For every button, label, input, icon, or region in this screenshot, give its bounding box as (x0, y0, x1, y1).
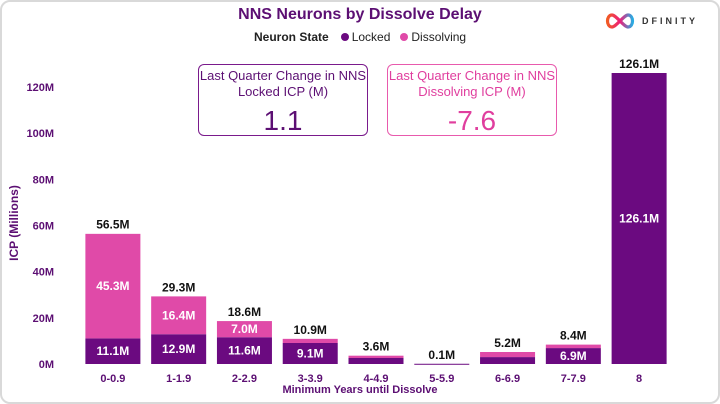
segment-label: 11.6M (228, 344, 261, 358)
y-tick-label: 20M (33, 313, 54, 325)
bar-locked (216, 337, 272, 364)
legend-label-dissolving: Dissolving (411, 30, 467, 44)
legend-item-dissolving[interactable]: Dissolving (400, 30, 466, 44)
x-tick-label: 5-5.9 (429, 373, 454, 385)
total-label: 56.5M (96, 218, 129, 232)
bar-locked (414, 363, 470, 365)
segment-label: 45.3M (96, 279, 129, 293)
x-tick-label: 2-2.9 (232, 373, 257, 385)
segment-label: 16.4M (162, 308, 195, 322)
bar-dissolving (545, 344, 601, 349)
y-tick-label: 80M (33, 174, 54, 186)
bar-dissolving (85, 233, 141, 339)
bar-locked (480, 357, 536, 364)
bar-dissolving (216, 321, 272, 338)
kpi-card-dissolving: Last Quarter Change in NNS Dissolving IC… (387, 64, 557, 136)
total-label: 0.1M (428, 348, 455, 362)
total-label: 3.6M (363, 340, 390, 354)
bar-locked (151, 334, 207, 364)
total-label: 5.2M (494, 336, 521, 350)
total-label: 8.4M (560, 329, 587, 343)
bar-locked (282, 343, 338, 364)
segment-label: 12.9M (162, 342, 195, 356)
bar-locked (545, 348, 601, 364)
x-axis-title: Minimum Years until Dissolve (282, 384, 438, 396)
x-tick-label: 1-1.9 (166, 373, 191, 385)
legend-item-locked[interactable]: Locked (340, 30, 391, 44)
kpi-card-locked: Last Quarter Change in NNS Locked ICP (M… (198, 64, 368, 136)
total-label: 18.6M (228, 305, 261, 319)
chart-title: NNS Neurons by Dissolve Delay (238, 6, 482, 23)
x-tick-label: 4-4.9 (363, 373, 388, 385)
total-label: 10.9M (294, 323, 327, 337)
x-tick-label: 8 (636, 373, 642, 385)
legend-label-locked: Locked (351, 30, 391, 44)
kpi-label-locked: Last Quarter Change in NNS Locked ICP (M… (199, 68, 367, 99)
x-tick-label: 0-0.9 (100, 373, 125, 385)
y-axis-title: ICP (Millions) (7, 185, 21, 261)
x-tick-label: 7-7.9 (561, 373, 586, 385)
kpi-value-dissolving: -7.6 (447, 105, 497, 136)
y-tick-label: 120M (26, 82, 54, 94)
bar-locked (611, 73, 667, 364)
legend-title: Neuron State (254, 30, 329, 44)
y-tick-label: 60M (33, 221, 54, 233)
segment-label: 126.1M (619, 212, 659, 226)
bar-locked (348, 358, 404, 364)
y-tick-label: 0M (39, 359, 54, 371)
x-tick-label: 3-3.9 (298, 373, 323, 385)
bar-dissolving (282, 338, 338, 343)
dfinity-logo: DFINITY (603, 12, 698, 30)
bar-locked (85, 338, 141, 364)
kpi-value-locked: 1.1 (263, 105, 303, 136)
bar-dissolving (348, 355, 404, 358)
bar-dissolving (480, 352, 536, 358)
bar-dissolving (151, 296, 207, 335)
segment-label: 7.0M (231, 322, 258, 336)
legend-swatch-dissolving (400, 33, 409, 41)
legend: Neuron State Locked Dissolving (254, 30, 472, 44)
y-tick-label: 40M (33, 267, 54, 279)
segment-label: 6.9M (560, 349, 587, 363)
total-label: 126.1M (619, 57, 659, 71)
x-tick-label: 6-6.9 (495, 373, 520, 385)
legend-swatch-locked (340, 33, 349, 41)
logo-text: DFINITY (642, 16, 698, 26)
kpi-label-dissolving: Last Quarter Change in NNS Dissolving IC… (388, 68, 556, 99)
segment-label: 11.1M (97, 344, 130, 358)
y-tick-label: 100M (26, 128, 54, 140)
infinity-icon (605, 13, 635, 29)
segment-label: 9.1M (297, 347, 324, 361)
total-label: 29.3M (162, 280, 195, 294)
